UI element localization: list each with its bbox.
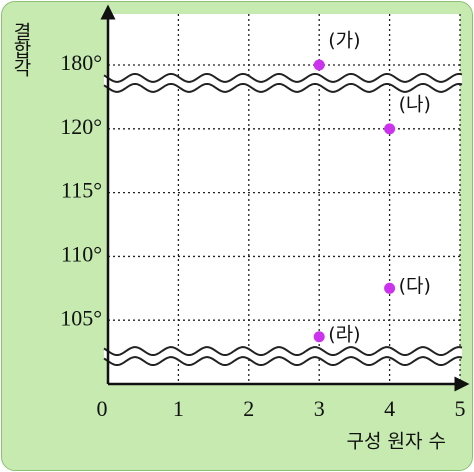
point-label: (라) [328,323,360,345]
break-line [103,82,463,93]
plot-area [108,14,460,384]
y-tick-label: 115° [61,178,102,203]
data-point [384,123,396,135]
x-tick-label: 3 [314,396,325,421]
y-axis-label: 결합각 [10,22,32,76]
axis-break [103,72,463,93]
axis-break [103,346,463,367]
break-fill [104,347,462,366]
x-axis-label: 구성 원자 수 [347,431,446,453]
point-label: (다) [399,275,431,297]
data-point [313,331,325,343]
point-label: (나) [399,93,431,115]
y-tick-label: 180° [60,50,102,75]
x-tick-label: 4 [384,396,395,421]
y-tick-label: 105° [60,305,102,330]
x-tick-label: 1 [173,396,184,421]
break-line [103,72,463,83]
break-line [103,346,463,357]
data-point [313,59,325,71]
break-line [103,356,463,367]
y-tick-label: 110° [61,241,102,266]
data-point [384,282,396,294]
point-label: (가) [328,30,360,52]
break-fill [104,73,462,92]
x-tick-label: 0 [97,396,108,421]
x-tick-label: 2 [243,396,254,421]
y-tick-label: 120° [60,114,102,139]
x-tick-label: 5 [455,396,466,421]
